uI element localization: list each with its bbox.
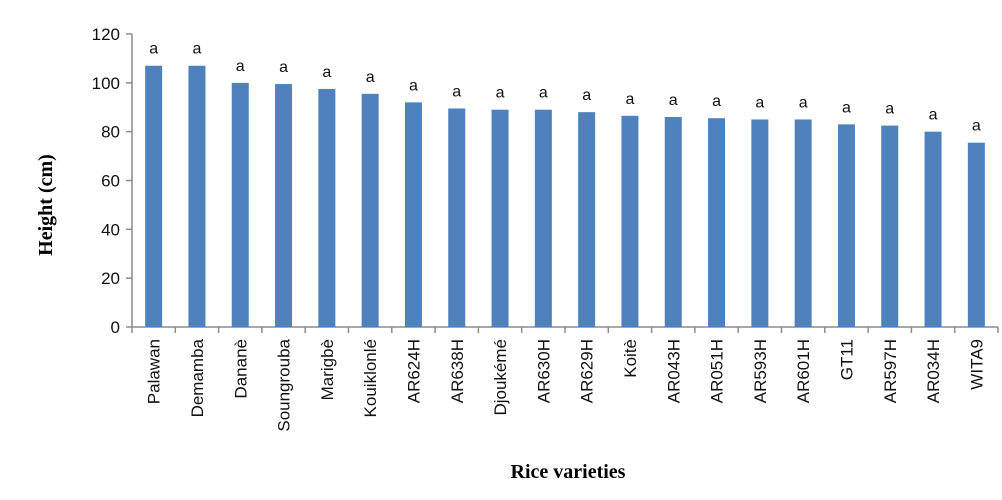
significance-label: a — [712, 93, 721, 110]
category-label: AR034H — [924, 339, 943, 403]
category-label: Djoukémé — [491, 339, 510, 416]
bar — [534, 109, 552, 327]
significance-label: a — [625, 91, 634, 108]
bar — [664, 117, 682, 328]
bar — [145, 65, 163, 327]
significance-label: a — [236, 58, 245, 75]
significance-label: a — [582, 87, 591, 104]
y-tick-label: 20 — [101, 269, 120, 288]
category-label: AR638H — [448, 339, 467, 403]
category-label: GT11 — [837, 339, 856, 380]
significance-label: a — [322, 64, 331, 81]
category-label: WITA9 — [967, 339, 986, 390]
category-label: AR601H — [794, 339, 813, 403]
bar — [708, 118, 726, 327]
y-tick-label: 120 — [92, 25, 120, 44]
bar — [621, 115, 639, 327]
category-label: AR629H — [578, 339, 597, 403]
bar — [794, 119, 812, 327]
y-axis: 0 20 40 60 80 100 120 — [92, 25, 133, 337]
category-label: Dananè — [231, 339, 250, 399]
category-label: AR624H — [404, 339, 423, 403]
significance-label: a — [972, 118, 981, 135]
bar — [881, 125, 899, 327]
significance-label: a — [192, 41, 201, 58]
x-axis — [131, 326, 999, 333]
x-axis-title: Rice varieties — [511, 461, 626, 483]
significance-label: a — [755, 94, 764, 111]
bars — [145, 65, 985, 328]
significance-labels: a a a a a a a a a a a a a a a a a a a a — [149, 41, 981, 135]
category-label: Palawan — [145, 339, 164, 404]
significance-label: a — [669, 92, 678, 109]
bar — [231, 82, 249, 327]
significance-label: a — [366, 69, 375, 86]
significance-label: a — [929, 107, 938, 124]
significance-label: a — [842, 99, 851, 116]
significance-label: a — [539, 85, 548, 102]
significance-label: a — [799, 94, 808, 111]
bar — [924, 131, 942, 327]
category-label: Soungrouba — [275, 338, 294, 431]
y-axis-title: Height (cm) — [35, 154, 57, 256]
significance-label: a — [149, 41, 158, 58]
significance-label: a — [496, 85, 505, 102]
significance-label: a — [279, 59, 288, 76]
y-tick-label: 40 — [101, 220, 120, 239]
bar — [275, 84, 293, 327]
bar — [837, 124, 855, 327]
significance-label: a — [885, 101, 894, 118]
category-labels: Palawan Demamba Dananè Soungrouba Marigbè Kou… — [145, 338, 987, 431]
category-label: Koitè — [621, 339, 640, 378]
y-tick-label: 60 — [101, 172, 120, 191]
bar — [188, 65, 206, 327]
bar — [578, 112, 596, 327]
bar — [967, 142, 985, 327]
category-label: AR597H — [881, 339, 900, 403]
bar — [361, 93, 379, 327]
bar — [318, 88, 336, 327]
category-label: Marigbè — [318, 339, 337, 400]
bar — [404, 102, 422, 327]
category-label: AR630H — [534, 339, 553, 403]
category-label: Kouiklonlé — [361, 339, 380, 417]
category-label: AR051H — [708, 339, 727, 403]
y-tick-label: 80 — [101, 123, 120, 142]
category-label: Demamba — [188, 338, 207, 417]
y-tick-label: 100 — [92, 74, 120, 93]
category-label: AR593H — [751, 339, 770, 403]
bar — [491, 109, 509, 327]
category-label: AR043H — [664, 339, 683, 403]
significance-label: a — [409, 77, 418, 94]
significance-label: a — [452, 83, 461, 100]
bar — [751, 119, 769, 327]
bar — [448, 108, 466, 328]
y-tick-label: 0 — [111, 318, 120, 337]
